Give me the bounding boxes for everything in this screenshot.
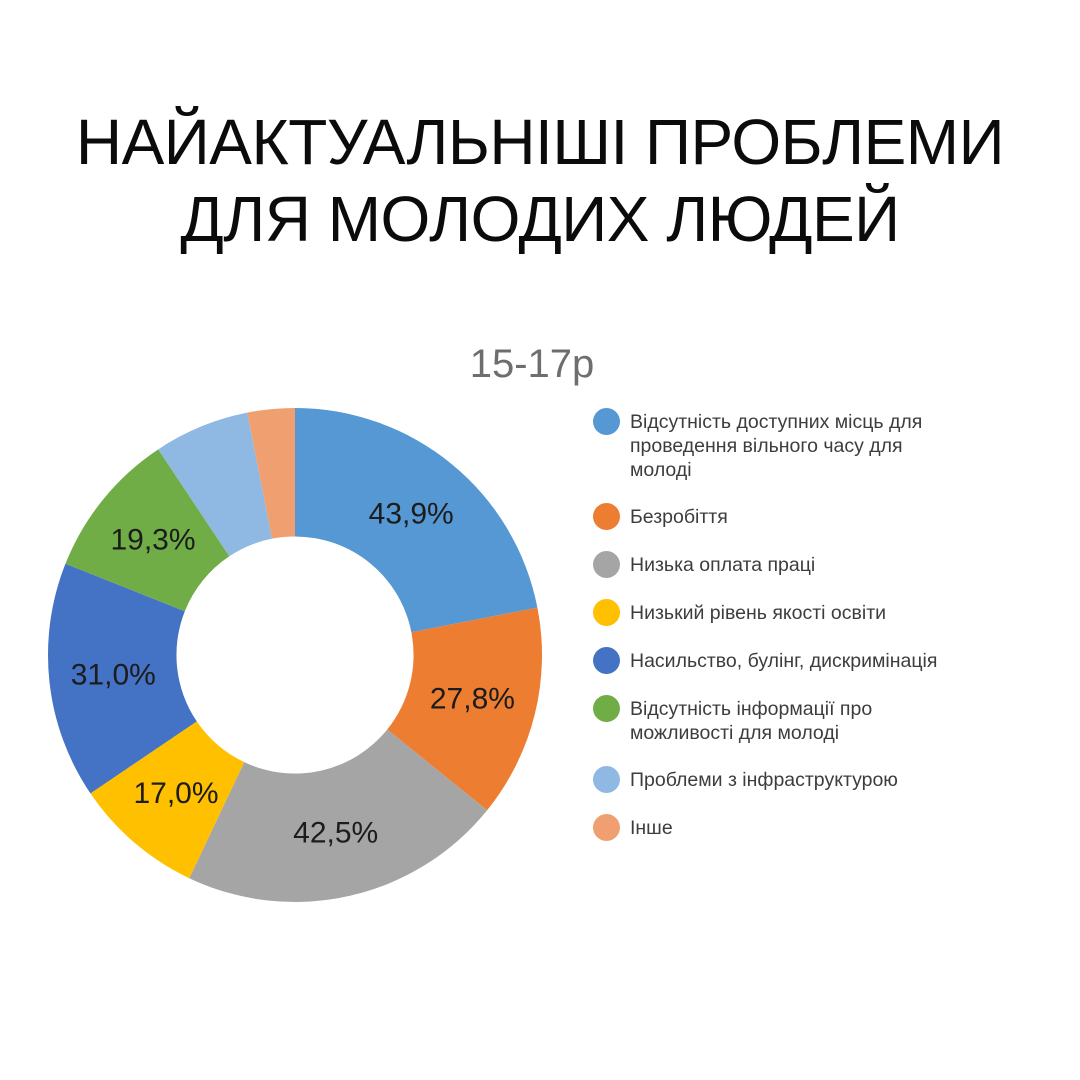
chart-title: 15-17р [469, 342, 595, 386]
legend-label: Безробіття [630, 506, 728, 528]
page-title-line2: ДЛЯ МОЛОДИХ ЛЮДЕЙ [180, 183, 900, 255]
donut-slice-6 [158, 412, 273, 557]
legend-label: Проблеми з інфраструктурою [630, 769, 898, 791]
legend-item-0: Відсутність доступних місць для проведен… [593, 408, 1055, 482]
legend-item-4: Насильство, булінг, дискримінація [593, 647, 1055, 674]
legend-label: Насильство, булінг, дискримінація [630, 650, 938, 672]
page-title-line1: НАЙАКТУАЛЬНІШІ ПРОБЛЕМИ [75, 106, 1005, 178]
donut-slice-4 [47, 563, 197, 794]
legend-label: Інше [630, 817, 673, 839]
slice-label-4: 31,0% [71, 658, 156, 691]
legend-item-5: Відсутність інформації про можливості дл… [593, 695, 1055, 745]
legend-label: Низький рівень якості освіти [630, 602, 887, 624]
page-title: НАЙАКТУАЛЬНІШІ ПРОБЛЕМИ ДЛЯ МОЛОДИХ ЛЮДЕЙ [0, 104, 1080, 258]
legend-item-1: Безробіття [593, 503, 1055, 530]
donut-slice-0 [295, 408, 538, 633]
chart-legend: Відсутність доступних місць для проведен… [593, 408, 1055, 841]
legend-marker-icon [593, 647, 620, 674]
legend-marker-icon [593, 503, 620, 530]
donut-slice-7 [247, 408, 295, 539]
slice-label-2: 42,5% [293, 817, 378, 850]
legend-item-3: Низький рівень якості освіти [593, 599, 1055, 626]
slice-label-1: 27,8% [430, 683, 515, 716]
donut-slice-1 [387, 607, 542, 811]
slice-label-3: 17,0% [133, 777, 218, 810]
legend-marker-icon [593, 814, 620, 841]
donut-chart: 43,9% 27,8% 42,5% 17,0% 31,0% 19,3% [47, 408, 542, 903]
legend-marker-icon [593, 599, 620, 626]
legend-item-7: Інше [593, 814, 1055, 841]
legend-marker-icon [593, 766, 620, 793]
slice-label-0: 43,9% [369, 497, 454, 530]
legend-marker-icon [593, 551, 620, 578]
legend-item-6: Проблеми з інфраструктурою [593, 766, 1055, 793]
legend-label: Відсутність інформації про можливості дл… [630, 698, 873, 744]
legend-label: Відсутність доступних місць для проведен… [630, 411, 923, 481]
legend-item-2: Низька оплата праці [593, 551, 1055, 578]
legend-marker-icon [593, 408, 620, 435]
donut-slice-3 [90, 721, 245, 879]
donut-slice-2 [189, 729, 488, 903]
legend-marker-icon [593, 695, 620, 722]
slice-label-5: 19,3% [110, 523, 195, 556]
legend-label: Низька оплата праці [630, 554, 816, 576]
donut-slice-5 [65, 449, 230, 612]
